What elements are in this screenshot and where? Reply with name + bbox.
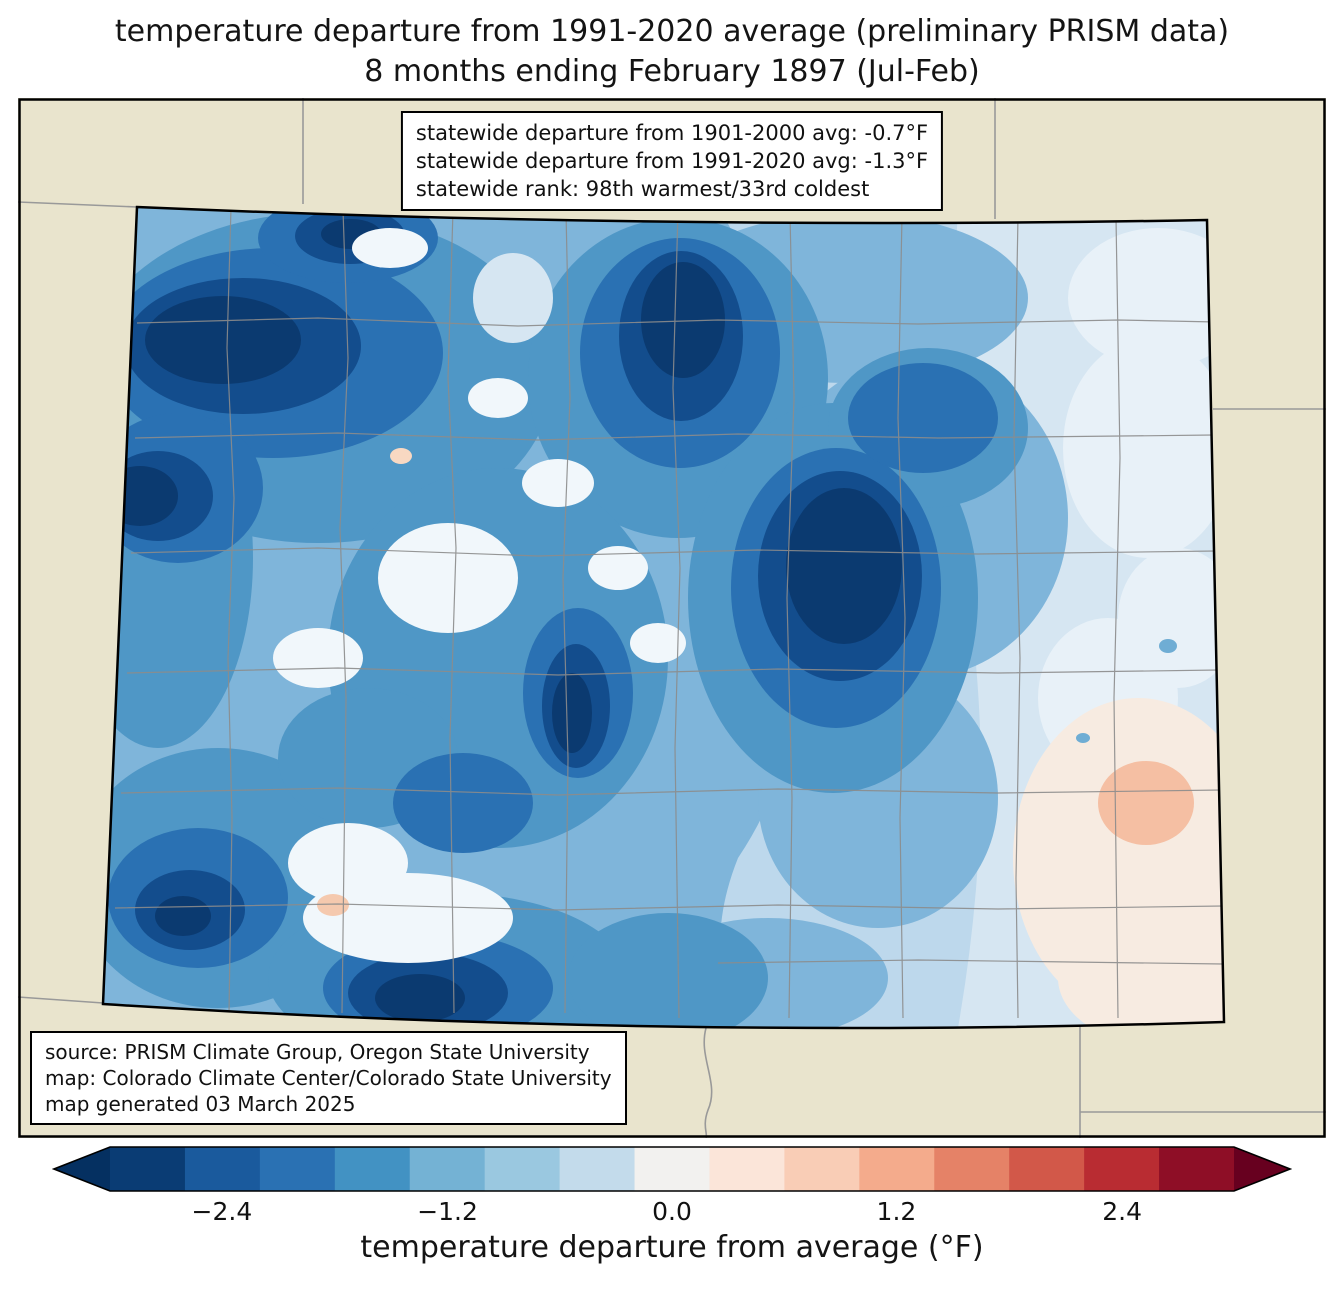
title-line-1: temperature departure from 1991-2020 ave… [114,14,1230,49]
colorbar-gradient [52,1146,1292,1192]
neighbor-state-lines [18,98,1326,1138]
colorbar-segment [334,1147,411,1191]
figure-title: temperature departure from 1991-2020 ave… [0,12,1344,92]
colorbar-segment [859,1147,935,1191]
map-credit-line: map: Colorado Climate Center/Colorado St… [45,1066,612,1090]
small-cool-spots [1076,639,1177,743]
colorbar-right-arrow [1234,1147,1290,1191]
colorado-fill-layers [103,207,1224,1028]
source-line: source: PRISM Climate Group, Oregon Stat… [45,1040,590,1064]
colorbar-segment [709,1147,785,1191]
colorbar-tick: −1.2 [417,1197,478,1226]
colorbar-label: temperature departure from average (°F) [360,1230,984,1265]
colorbar: −2.4 −1.2 0.0 1.2 2.4 temperature departure … [52,1146,1292,1265]
near-normal-pockets [273,228,686,963]
stat-line-1991-2020: statewide departure from 1991-2020 avg: … [415,149,929,173]
stat-line-rank: statewide rank: 98th warmest/33rd coldes… [415,177,870,201]
river-line [703,1027,713,1138]
colorbar-ticks: −2.4 −1.2 0.0 1.2 2.4 [52,1192,1292,1228]
colorbar-tick: 2.4 [1102,1197,1142,1226]
colorbar-segments [110,1147,1235,1191]
generated-date-line: map generated 03 March 2025 [45,1092,356,1116]
colorbar-tick: −2.4 [191,1197,253,1226]
colorbar-segment [259,1147,336,1191]
map-area: statewide departure from 1901-2000 avg: … [18,98,1326,1138]
colorbar-left-arrow [54,1147,110,1191]
colorbar-tick: 1.2 [876,1197,917,1226]
source-attribution-box: source: PRISM Climate Group, Oregon Stat… [30,1031,627,1125]
colorbar-segment [184,1147,261,1191]
small-warm-spots [317,448,412,916]
colorbar-segment [1159,1147,1235,1191]
colorado-anomaly-map [18,98,1326,1138]
colorbar-segment [934,1147,1010,1191]
colorbar-segment [1009,1147,1085,1191]
colorbar-segment [1084,1147,1160,1191]
colorbar-segment [634,1147,711,1191]
statewide-stats-box: statewide departure from 1901-2000 avg: … [400,111,944,211]
colorbar-outline [52,1146,1292,1192]
colorbar-segment [559,1147,636,1191]
colorbar-tick: 0.0 [652,1197,692,1226]
title-line-2: 8 months ending February 1897 (Jul-Feb) [364,54,980,89]
stat-line-1901-2000: statewide departure from 1901-2000 avg: … [415,121,929,145]
colorbar-segment [784,1147,860,1191]
county-lines [114,207,1224,1019]
colorbar-segment [409,1147,486,1191]
colorbar-segment [110,1147,186,1191]
colorbar-segment [484,1147,561,1191]
colorado-state-border [101,205,1226,1030]
map-frame [18,98,1326,1138]
